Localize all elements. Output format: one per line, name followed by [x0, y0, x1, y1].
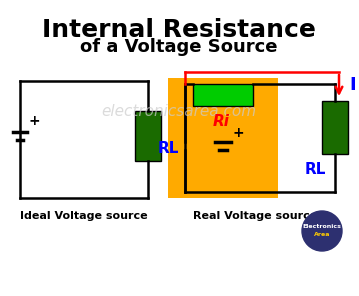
- Text: of a Voltage Source: of a Voltage Source: [80, 38, 278, 56]
- Text: electronicsarea.com: electronicsarea.com: [102, 104, 257, 118]
- Text: Real Voltage source: Real Voltage source: [193, 211, 317, 221]
- Text: +: +: [232, 126, 244, 140]
- Text: Area: Area: [314, 232, 330, 237]
- Text: Ri: Ri: [213, 114, 229, 129]
- Text: Electronics: Electronics: [303, 224, 341, 229]
- Text: I: I: [349, 75, 356, 94]
- Text: RL: RL: [305, 162, 326, 177]
- Bar: [168, 78, 278, 198]
- Text: Internal Resistance: Internal Resistance: [42, 18, 316, 42]
- Text: RL: RL: [158, 141, 180, 156]
- Bar: [193, 84, 253, 106]
- Bar: [322, 101, 348, 154]
- Circle shape: [302, 211, 342, 251]
- Text: Ideal Voltage source: Ideal Voltage source: [20, 211, 148, 221]
- Bar: [135, 111, 161, 161]
- Text: +: +: [28, 114, 39, 128]
